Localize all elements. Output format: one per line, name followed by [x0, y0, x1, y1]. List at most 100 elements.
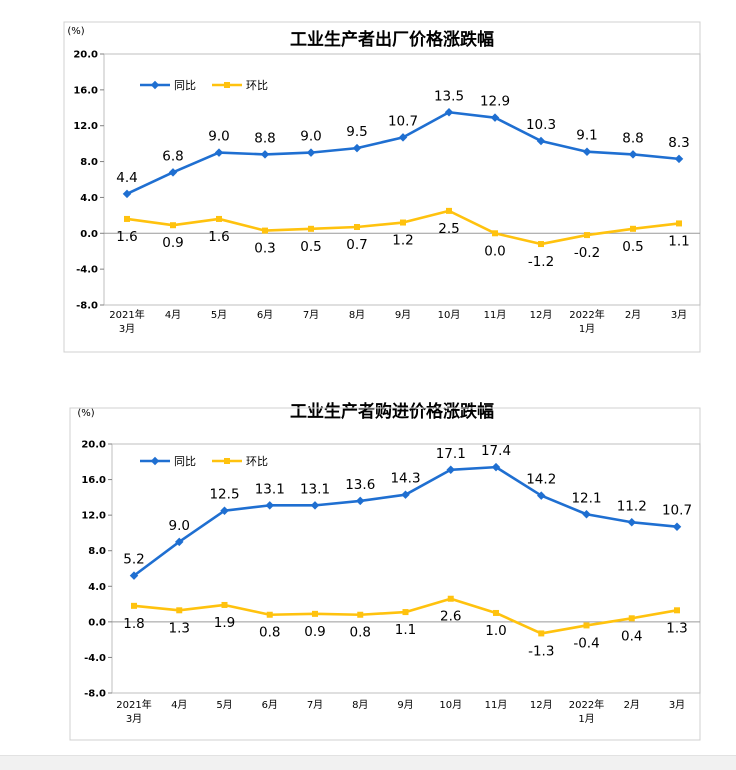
yoy-point [674, 154, 684, 164]
mom-point [357, 611, 364, 618]
ppi-chart: 工业生产者出厂价格涨跌幅 (%) 20.0 16.0 12.0 8.0 4.0 0.0 -4… [63, 21, 701, 353]
yoy-point [310, 501, 320, 510]
legend-marker-yoy [150, 80, 160, 90]
mom-data-label: 1.8 [123, 616, 144, 632]
yoy-data-label: 14.2 [526, 472, 556, 488]
y-tick-label: 16.0 [73, 85, 98, 96]
x-tick-label: 10月 [439, 699, 462, 711]
mom-data-label: -0.4 [573, 635, 599, 651]
yoy-data-label: 8.3 [668, 135, 689, 151]
mom-data-label: 1.2 [392, 233, 413, 249]
mom-data-label: 0.7 [346, 237, 367, 253]
x-tick-label: 12月 [530, 309, 553, 321]
mom-point [538, 241, 544, 248]
x-tick-label: 9月 [395, 309, 411, 321]
purchase-price-chart: 工业生产者购进价格涨跌幅 (%) 20.0 16.0 12.0 8.0 4.0 0.0 -4… [69, 401, 701, 741]
yoy-data-label: 13.1 [255, 481, 285, 497]
yoy-point [122, 189, 132, 199]
yoy-data-label: 9.0 [169, 518, 190, 534]
y-tick-label: 12.0 [73, 121, 98, 132]
yoy-data-label: 17.4 [481, 443, 511, 459]
mom-point [216, 215, 222, 222]
yoy-point [356, 496, 365, 506]
y-tick-label: 4.0 [88, 582, 106, 593]
yoy-point [175, 537, 184, 547]
yoy-point [627, 518, 636, 527]
mom-point [630, 225, 636, 232]
x-tick-label: 2022年 1月 [569, 308, 604, 335]
chart-frame [63, 21, 701, 353]
mom-point [674, 607, 680, 614]
y-tick-label: 20.0 [73, 50, 98, 61]
yoy-data-label: 17.1 [436, 446, 466, 462]
mom-data-label: 2.6 [440, 609, 461, 625]
mom-point [131, 602, 137, 609]
y-tick-label: 16.0 [81, 475, 106, 486]
yoy-data-label: 12.5 [209, 487, 239, 503]
x-tick-label: 4月 [171, 699, 187, 711]
x-tick-label: 5月 [216, 699, 232, 711]
yoy-point [214, 148, 224, 157]
yoy-point [582, 510, 591, 519]
yoy-point [401, 490, 410, 499]
mom-point [170, 222, 176, 229]
y-tick-label: 8.0 [80, 157, 98, 168]
mom-data-label: 0.8 [350, 625, 371, 641]
mom-point [584, 232, 590, 239]
x-tick-label: 6月 [257, 309, 273, 321]
y-tick-label: 4.0 [80, 193, 98, 204]
mom-point [308, 225, 314, 232]
legend-marker-mom [224, 458, 230, 464]
y-unit-label: (%) [77, 408, 94, 419]
yoy-data-label: 8.8 [254, 130, 275, 146]
mom-data-label: 1.3 [169, 620, 190, 636]
legend-label-yoy: 同比 [174, 455, 196, 468]
x-tick-label: 11月 [485, 699, 508, 711]
x-tick-label: 8月 [349, 309, 365, 321]
yoy-data-label: 10.7 [662, 503, 692, 519]
mom-point [312, 610, 318, 617]
mom-data-label: 0.4 [621, 628, 642, 644]
mom-point [493, 609, 499, 616]
yoy-point [352, 143, 362, 153]
yoy-data-label: 12.1 [571, 490, 601, 506]
mom-point [354, 224, 360, 231]
yoy-data-label: 13.1 [300, 481, 330, 497]
mom-data-label: 0.3 [254, 241, 275, 257]
yoy-data-label: 10.3 [526, 117, 556, 133]
mom-data-label: 2.5 [438, 221, 459, 237]
mom-point [676, 220, 682, 227]
mom-point [176, 607, 183, 614]
x-tick-label: 2021年 3月 [116, 698, 151, 725]
y-unit-label: (%) [67, 26, 84, 37]
chart-frame [69, 407, 701, 741]
legend-label-mom: 环比 [246, 455, 268, 468]
legend-marker-mom [224, 82, 230, 88]
x-tick-label: 11月 [484, 309, 507, 321]
x-tick-label: 2021年 3月 [109, 308, 144, 335]
plot-area [111, 443, 701, 694]
x-tick-label: 8月 [352, 699, 368, 711]
x-tick-label: 9月 [397, 699, 413, 711]
yoy-point [129, 571, 139, 580]
legend-label-yoy: 同比 [174, 79, 196, 92]
mom-point [124, 215, 130, 222]
x-tick-label: 12月 [530, 699, 553, 711]
mom-data-label: 1.1 [395, 622, 416, 638]
mom-data-label: -1.2 [528, 254, 554, 270]
mom-point [583, 622, 590, 629]
yoy-point [220, 506, 229, 515]
mom-data-label: 0.0 [484, 243, 505, 259]
y-tick-label: -8.0 [76, 301, 98, 312]
x-tick-label: 7月 [307, 699, 323, 711]
mom-point [400, 219, 406, 226]
yoy-data-label: 9.0 [208, 129, 229, 145]
yoy-data-label: 9.5 [346, 124, 367, 140]
mom-point [402, 609, 409, 616]
mom-data-label: 1.0 [485, 623, 506, 639]
x-tick-label: 2月 [624, 699, 640, 711]
yoy-data-label: 8.8 [622, 130, 643, 146]
y-tick-label: -4.0 [76, 265, 98, 276]
y-tick-label: 12.0 [81, 511, 106, 522]
